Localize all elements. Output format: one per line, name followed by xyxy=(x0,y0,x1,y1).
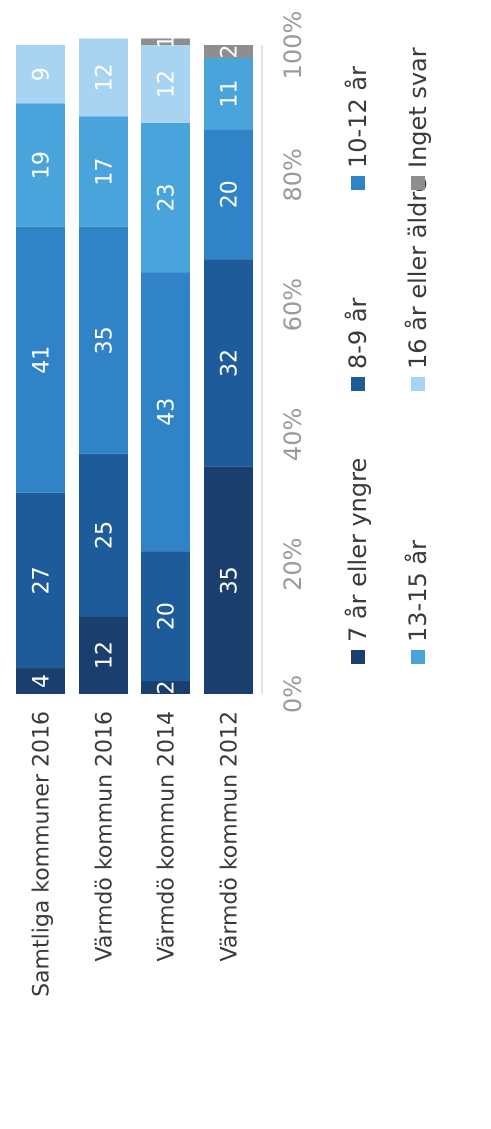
legend-swatch-10-12-ar xyxy=(351,176,365,190)
category-label-varmdo-kommun-2012: Värmdö kommun 2012 xyxy=(218,711,243,961)
data-labels-layer: 4 27 41 19 9 0 12 25 35 17 12 2 20 43 23 12 1 35 32 20 11 2 xyxy=(30,32,243,695)
data-label-10-12-ar-3: 43 xyxy=(155,398,180,426)
bar-segment-8-9-ar-3 xyxy=(141,551,190,682)
bar-segment-10-12-ar-1 xyxy=(16,226,65,493)
bar-segment-16-ar-eller-aldre-2 xyxy=(79,38,128,117)
data-label-13-15-ar-4: 11 xyxy=(218,80,243,108)
bar-segment-10-12-ar-3 xyxy=(141,272,190,552)
x-tick-label-4: 80% xyxy=(279,148,307,201)
bar-segment-16-ar-eller-aldre-1 xyxy=(16,45,65,104)
data-label-16-ar-eller-aldre-1: 9 xyxy=(30,67,55,81)
data-label-7-ar-eller-yngre-3: 2 xyxy=(155,681,180,695)
legend-swatch-8-9-ar xyxy=(351,377,365,391)
legend-label-13-15-ar: 13-15 år xyxy=(403,540,432,642)
bars-layer xyxy=(16,38,253,694)
x-tick-label-5: 100% xyxy=(279,11,307,80)
bar-segment-13-15-ar-2 xyxy=(79,116,128,227)
x-tick-label-2: 40% xyxy=(279,408,307,461)
data-label-inget-svar-3: 1 xyxy=(155,35,180,49)
data-label-13-15-ar-3: 23 xyxy=(155,184,180,212)
bar-segment-8-9-ar-1 xyxy=(16,492,65,669)
data-label-7-ar-eller-yngre-4: 35 xyxy=(218,566,243,594)
legend-swatch-16-ar-eller-aldre xyxy=(411,377,425,391)
data-label-16-ar-eller-aldre-2: 12 xyxy=(93,63,118,91)
bar-segment-13-15-ar-1 xyxy=(16,103,65,227)
data-label-8-9-ar-3: 20 xyxy=(155,602,180,630)
bar-segment-7-ar-eller-yngre-2 xyxy=(79,616,128,694)
data-label-16-ar-eller-aldre-3: 12 xyxy=(155,70,180,98)
bar-segment-8-9-ar-4 xyxy=(204,259,253,467)
category-label-samtliga-kommuner-2016: Samtliga kommuner 2016 xyxy=(30,711,55,997)
category-label-varmdo-kommun-2016: Värmdö kommun 2016 xyxy=(93,711,118,961)
legend-label-8-9-ar: 8-9 år xyxy=(343,297,372,369)
data-label-8-9-ar-2: 25 xyxy=(93,521,118,549)
x-tick-label-3: 60% xyxy=(279,278,307,331)
data-label-8-9-ar-4: 32 xyxy=(218,349,243,377)
legend-label-10-12-ar: 10-12 år xyxy=(343,66,372,168)
bar-segment-7-ar-eller-yngre-3 xyxy=(141,681,190,694)
bar-segment-10-12-ar-4 xyxy=(204,129,253,260)
bar-segment-13-15-ar-3 xyxy=(141,122,190,273)
bar-segment-7-ar-eller-yngre-1 xyxy=(16,668,65,694)
legend-swatch-inget-svar xyxy=(411,176,425,190)
bar-segment-8-9-ar-2 xyxy=(79,453,128,617)
bar-segment-16-ar-eller-aldre-3 xyxy=(141,45,190,123)
bar-segment-inget-svar-3 xyxy=(141,38,190,45)
data-label-7-ar-eller-yngre-2: 12 xyxy=(93,641,118,669)
data-label-10-12-ar-4: 20 xyxy=(218,180,243,208)
data-label-8-9-ar-1: 27 xyxy=(30,566,55,594)
legend: 7 år eller yngre 8-9 år 10-12 år 13-15 år 16… xyxy=(343,47,432,664)
bar-segment-13-15-ar-4 xyxy=(204,57,253,130)
data-label-10-12-ar-1: 41 xyxy=(30,346,55,374)
bar-segment-10-12-ar-2 xyxy=(79,226,128,454)
legend-swatch-7-ar-eller-yngre xyxy=(351,650,365,664)
category-label-varmdo-kommun-2014: Värmdö kommun 2014 xyxy=(155,711,180,961)
legend-label-inget-svar: Inget svar xyxy=(404,47,432,168)
data-label-7-ar-eller-yngre-1: 4 xyxy=(30,674,55,688)
axis-layer: Samtliga kommuner 2016 Värmdö kommun 2016… xyxy=(30,11,308,997)
data-label-13-15-ar-2: 17 xyxy=(93,158,118,186)
legend-label-7-ar-eller-yngre: 7 år eller yngre xyxy=(343,458,372,642)
data-label-10-12-ar-2: 35 xyxy=(93,326,118,354)
legend-label-16-ar-eller-aldre: 16 år eller äldre xyxy=(403,178,432,369)
x-tick-label-1: 20% xyxy=(279,538,307,591)
bar-segment-inget-svar-4 xyxy=(204,44,253,58)
data-label-inget-svar-1: 0 xyxy=(30,32,55,46)
x-tick-label-0: 0% xyxy=(279,675,307,713)
legend-swatch-13-15-ar xyxy=(411,650,425,664)
bar-segment-7-ar-eller-yngre-4 xyxy=(204,466,253,694)
data-label-inget-svar-4: 2 xyxy=(218,44,243,58)
data-label-13-15-ar-1: 19 xyxy=(30,151,55,179)
